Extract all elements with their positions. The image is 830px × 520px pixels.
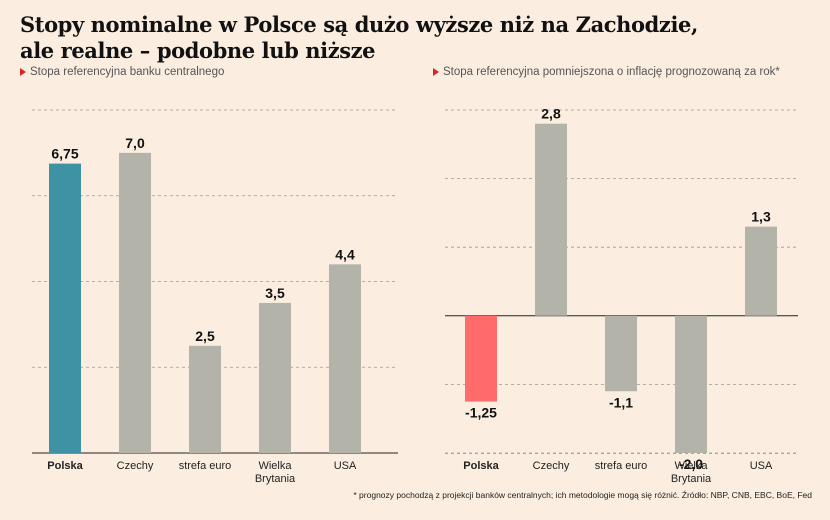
category-label: Wielka [674,460,708,472]
category-label: Czechy [533,460,570,472]
right-subtitle-text: Stopa referencyjna pomniejszona o inflac… [443,66,780,78]
category-label: USA [334,460,357,472]
bar [675,315,707,453]
title-line-1: Stopy nominalne w Polsce są dużo wyższe … [20,12,698,37]
category-label: USA [750,460,773,472]
bar [535,123,567,316]
value-label: 4,4 [335,246,355,262]
value-label: 2,8 [541,106,561,122]
category-label: strefa euro [179,460,232,472]
category-label: Wielka [258,460,292,472]
value-label: -1,25 [465,405,497,421]
chart-title: Stopy nominalne w Polsce są dużo wyższe … [20,12,810,64]
red-triangle-marker-icon [20,68,26,76]
right-chart-subtitle: Stopa referencyjna pomniejszona o inflac… [433,66,780,78]
value-label: 7,0 [125,135,145,151]
bar [329,264,361,453]
bar [259,302,291,453]
category-label: Czechy [117,460,154,472]
category-label: Brytania [255,473,296,485]
category-label: Brytania [671,473,712,485]
value-label: -2,0 [679,456,703,472]
value-label: 3,5 [265,285,285,301]
value-label: 1,3 [751,209,771,225]
bar [745,226,777,316]
left-subtitle-text: Stopa referencyjna banku centralnego [30,66,225,78]
category-label: Polska [47,460,83,472]
left-chart-subtitle: Stopa referencyjna banku centralnego [20,66,224,78]
category-label: Polska [463,460,499,472]
bar [119,152,151,453]
value-label: -1,1 [609,394,633,410]
bar [605,315,637,392]
category-label: strefa euro [595,460,648,472]
red-triangle-marker-icon [433,68,439,76]
bar [49,163,81,453]
bar [465,315,497,402]
value-label: 6,75 [51,146,78,162]
footnote: * prognozy pochodzą z projekcji banków c… [353,490,812,500]
title-line-2: ale realne – podobne lub niższe [20,38,376,63]
value-label: 2,5 [195,328,215,344]
bar [189,345,221,453]
